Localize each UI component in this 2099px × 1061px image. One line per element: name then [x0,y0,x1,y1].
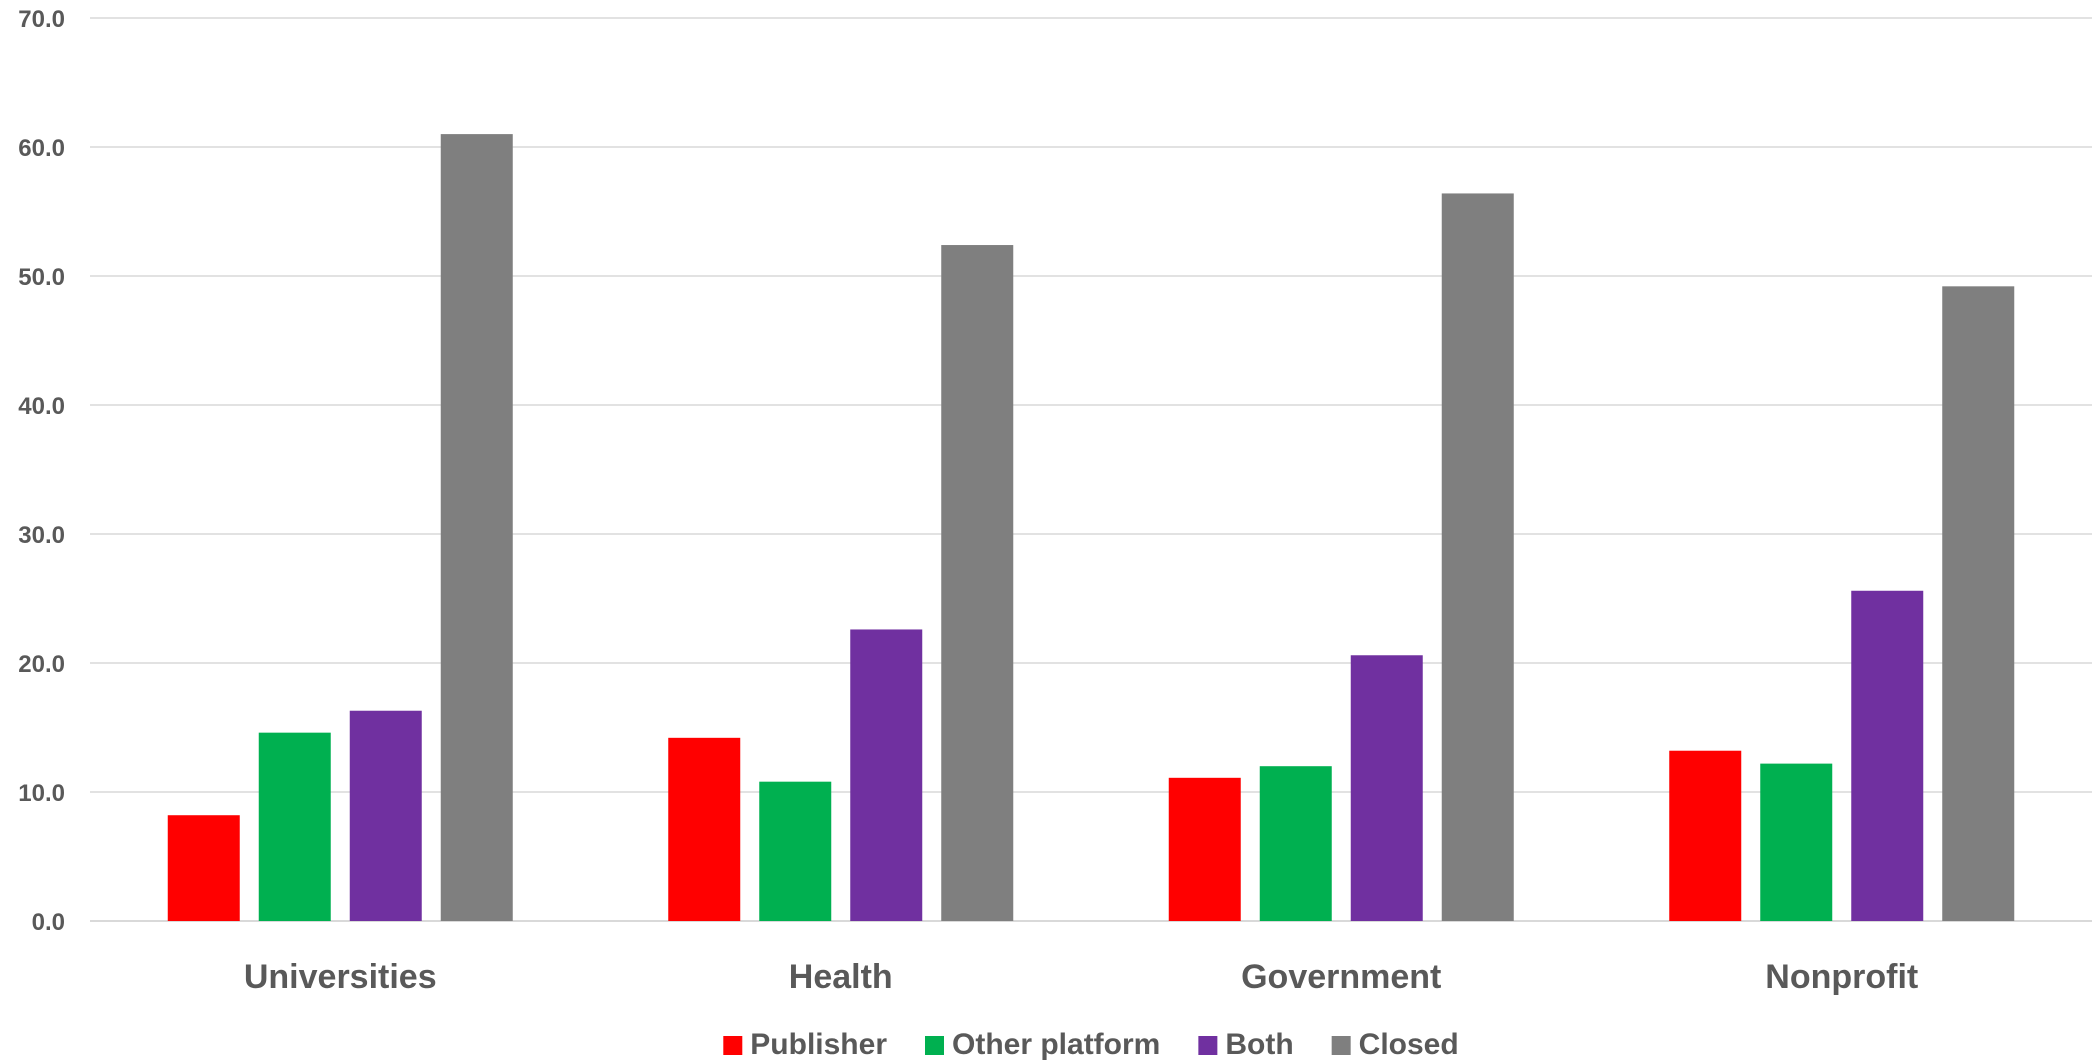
y-tick-label: 0.0 [32,909,65,936]
bar-both-health [850,629,923,921]
bar-both-government [1350,655,1423,921]
y-tick-label: 30.0 [18,522,65,549]
bar-publisher-government [1168,777,1241,921]
y-tick-label: 70.0 [18,6,65,33]
y-axis-ticks: 0.0 10.0 20.0 30.0 40.0 50.0 60.0 70.0 [18,6,65,936]
x-category-label: Nonprofit [1765,958,1918,996]
bar-other-platform-nonprofit [1760,763,1833,921]
bars [167,134,2015,922]
y-tick-label: 60.0 [18,135,65,162]
y-tick-label: 20.0 [18,651,65,678]
legend-item: Publisher [723,1028,887,1061]
legend-item: Other platform [925,1028,1160,1061]
legend-label: Both [1225,1028,1293,1061]
legend-item: Both [1198,1028,1294,1061]
legend-item: Closed [1331,1028,1459,1061]
bar-other-platform-universities [258,732,331,921]
bar-closed-government [1441,193,1514,921]
gridlines [90,17,2092,922]
legend-label: Closed [1359,1028,1459,1061]
bar-closed-health [941,245,1014,922]
legend-label: Other platform [952,1028,1160,1061]
bar-both-nonprofit [1851,590,1924,921]
y-tick-label: 50.0 [18,264,65,291]
bar-publisher-nonprofit [1669,750,1742,921]
bar-other-platform-government [1259,766,1332,921]
legend: Publisher Other platform Both Closed [723,1028,1459,1061]
bar-both-universities [349,710,422,921]
x-category-label: Health [789,958,893,996]
bar-publisher-universities [167,815,240,921]
legend-label: Publisher [750,1028,887,1061]
legend-swatch [723,1036,743,1055]
bar-closed-universities [440,134,513,922]
legend-swatch [1331,1036,1351,1055]
legend-swatch [925,1036,944,1055]
legend-swatch [1198,1036,1218,1055]
y-tick-label: 10.0 [18,780,65,807]
x-category-label: Government [1241,958,1441,996]
x-axis-categories: Universities Health Government Nonprofit [244,958,1918,996]
y-tick-label: 40.0 [18,393,65,420]
bar-closed-nonprofit [1942,286,2015,921]
bar-publisher-health [668,737,741,921]
x-category-label: Universities [244,958,437,996]
bar-other-platform-health [759,781,832,921]
